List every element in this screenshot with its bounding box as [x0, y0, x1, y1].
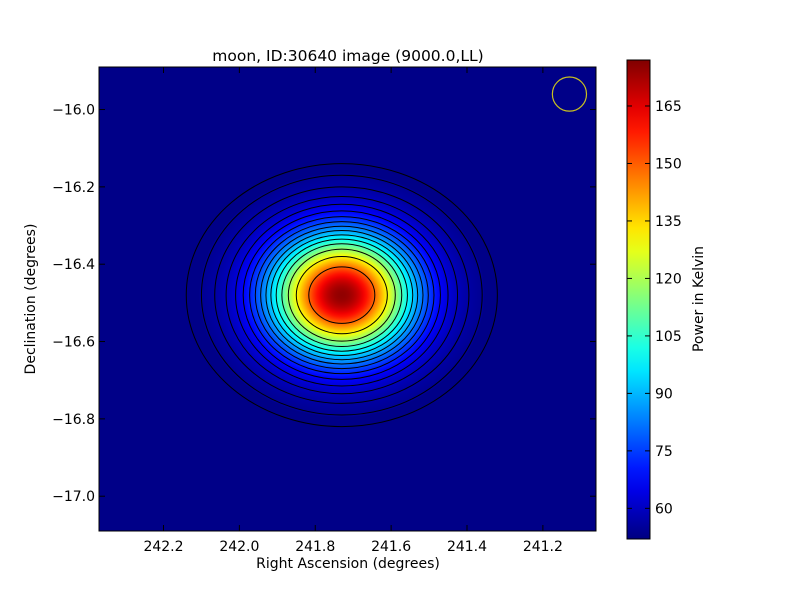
colorbar-tick-label: 60: [655, 501, 673, 517]
colorbar-tick-label: 120: [655, 271, 682, 287]
x-tick-label: 241.4: [447, 539, 487, 555]
colorbar-ticks: 60 75 90 105 120 135 150 165: [627, 99, 682, 517]
x-axis: 242.2 242.0 241.8 241.6 241.4 241.2: [143, 67, 563, 555]
contour-line: [295, 255, 388, 335]
x-tick-label: 241.6: [371, 539, 411, 555]
contour-line: [214, 186, 470, 404]
colorbar-tick-label: 150: [655, 156, 682, 172]
colorbar-tick-label: 75: [655, 444, 673, 460]
x-tick-label: 242.2: [143, 539, 183, 555]
x-axis-label: Right Ascension (degrees): [256, 556, 440, 572]
colorbar: [626, 59, 651, 540]
contour-line: [225, 196, 459, 395]
contour-line: [281, 243, 403, 348]
contour-line: [242, 210, 441, 380]
contour-lines: [185, 163, 498, 428]
x-tick-label: 241.8: [295, 539, 335, 555]
contour-line: [265, 230, 419, 361]
contour-line: [185, 163, 498, 428]
contour-line: [249, 216, 435, 375]
chart-title: moon, ID:30640 image (9000.0,LL): [212, 47, 483, 65]
x-tick-label: 242.0: [219, 539, 259, 555]
contour-line: [275, 238, 408, 352]
colorbar-tick-label: 90: [655, 386, 673, 402]
y-tick-label: −17.0: [52, 489, 95, 505]
y-tick-label: −16.2: [52, 180, 95, 196]
contour-line: [287, 248, 396, 342]
plot-frame: [98, 66, 597, 532]
contour-line: [200, 174, 483, 416]
heatmap-source: [199, 173, 485, 417]
y-tick-label: −16.8: [52, 412, 95, 428]
contour-line: [308, 266, 376, 324]
contour-line: [235, 203, 449, 387]
x-tick-label: 241.2: [523, 539, 563, 555]
beam-marker: [551, 76, 588, 112]
y-axis-label: Declination (degrees): [23, 224, 39, 375]
y-tick-label: −16.6: [52, 335, 95, 351]
contour-line: [270, 234, 414, 356]
colorbar-tick-label: 135: [655, 214, 682, 230]
colorbar-tick-label: 105: [655, 329, 682, 345]
y-axis: −16.0 −16.2 −16.4 −16.6 −16.8 −17.0: [52, 103, 596, 505]
colorbar-label: Power in Kelvin: [691, 246, 707, 352]
y-tick-label: −16.0: [52, 103, 95, 119]
contour-line: [260, 225, 424, 365]
colorbar-tick-label: 165: [655, 99, 682, 115]
y-tick-label: −16.4: [52, 257, 95, 273]
plot-area: [99, 67, 596, 531]
contour-line: [254, 221, 429, 370]
